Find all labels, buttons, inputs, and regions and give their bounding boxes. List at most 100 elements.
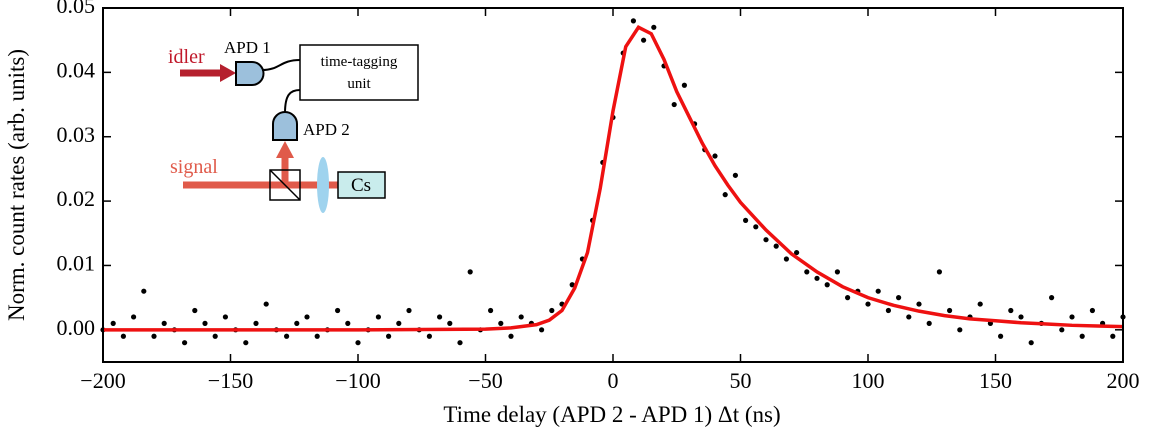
y-tick-label: 0.02 xyxy=(57,186,96,211)
data-point xyxy=(447,320,453,326)
data-point xyxy=(222,314,228,320)
y-tick-label: 0.03 xyxy=(57,122,96,147)
data-point xyxy=(732,172,739,178)
data-point xyxy=(936,269,943,275)
time-tagging-box xyxy=(299,44,419,101)
cesium-cell xyxy=(337,171,386,199)
data-point xyxy=(120,333,126,339)
wire xyxy=(261,59,301,71)
x-tick-label: 200 xyxy=(1107,368,1140,393)
data-point xyxy=(1008,307,1014,314)
apd2-label: APD 2 xyxy=(303,120,350,139)
beam-splitter-diagonal xyxy=(269,169,301,201)
data-point xyxy=(161,320,167,326)
data-point xyxy=(314,333,320,339)
data-point xyxy=(498,320,504,326)
data-point xyxy=(345,320,351,326)
data-point xyxy=(1059,327,1065,333)
data-point xyxy=(508,333,514,339)
data-point xyxy=(386,333,392,339)
x-tick-label: 150 xyxy=(979,368,1012,393)
data-point xyxy=(885,307,892,314)
data-point xyxy=(182,340,188,346)
data-point xyxy=(294,320,300,326)
x-tick-label: 100 xyxy=(852,368,885,393)
data-point xyxy=(824,282,830,288)
data-point xyxy=(192,307,198,314)
data-point xyxy=(753,224,759,230)
data-point xyxy=(865,301,871,307)
data-point xyxy=(947,307,953,314)
apd1-detector xyxy=(235,61,265,86)
x-tick-label: −200 xyxy=(80,368,125,393)
data-point xyxy=(763,237,769,243)
plot-area: −200 −150 −100 −50 0 50 100 150 200 0.00 0.01 0.02 0… xyxy=(57,0,1140,393)
data-point xyxy=(212,333,218,339)
data-point xyxy=(630,18,637,24)
data-point xyxy=(131,314,137,320)
data-point xyxy=(437,314,443,320)
data-point xyxy=(549,307,555,314)
data-point xyxy=(457,340,463,346)
apd1-label: APD 1 xyxy=(224,38,271,57)
data-point xyxy=(518,314,524,320)
unit-label: time-tagging xyxy=(321,54,398,70)
data-point xyxy=(681,82,688,88)
inset-diagram: idler APD 1 time-tagging unit APD 2 sign… xyxy=(168,38,419,213)
unit-label: unit xyxy=(347,76,371,92)
data-point xyxy=(1028,340,1034,346)
data-point xyxy=(916,301,922,307)
data-point xyxy=(743,217,749,223)
data-point xyxy=(253,320,259,326)
data-point xyxy=(834,269,841,275)
x-tick-label: −100 xyxy=(335,368,380,393)
signal-label: signal xyxy=(170,156,218,178)
data-point xyxy=(1049,295,1055,301)
data-point xyxy=(539,327,545,333)
idler-arrowhead xyxy=(220,64,236,82)
y-tick-label: 0.01 xyxy=(57,251,96,276)
data-point xyxy=(977,301,983,307)
data-point xyxy=(263,301,269,307)
data-point xyxy=(957,327,963,333)
x-axis-label: Time delay (APD 2 - APD 1) Δt (ns) xyxy=(443,402,780,427)
plot-frame xyxy=(102,7,1124,363)
data-point xyxy=(467,269,473,275)
y-tick-label: 0.00 xyxy=(57,315,96,340)
data-point xyxy=(375,314,381,320)
data-point xyxy=(406,307,412,314)
data-point xyxy=(141,288,147,294)
data-point xyxy=(896,295,902,301)
data-point xyxy=(396,320,402,326)
data-point xyxy=(783,256,790,262)
data-point xyxy=(1110,333,1116,339)
x-tick-label: −50 xyxy=(468,368,502,393)
data-point xyxy=(641,37,647,43)
apd2-detector xyxy=(272,111,298,141)
data-point xyxy=(875,288,881,294)
cesium-label: Cs xyxy=(351,175,371,196)
lens xyxy=(317,157,329,213)
data-point xyxy=(151,333,157,339)
data-point xyxy=(926,320,932,326)
wire xyxy=(284,89,301,114)
data-point xyxy=(998,333,1004,339)
data-point xyxy=(722,192,728,198)
data-point xyxy=(845,295,851,301)
signal-arrowhead xyxy=(276,141,294,158)
data-point xyxy=(794,249,800,256)
data-point xyxy=(488,307,494,314)
y-tick-label: 0.05 xyxy=(57,0,96,18)
data-point xyxy=(1069,314,1075,320)
data-point xyxy=(569,282,575,288)
data-point xyxy=(1018,314,1024,320)
beam-splitter xyxy=(269,169,301,201)
data-point xyxy=(1089,307,1095,314)
fit-line xyxy=(103,25,1124,332)
data-point xyxy=(355,340,361,346)
data-point xyxy=(335,307,341,314)
data-point xyxy=(712,153,718,159)
data-point xyxy=(304,314,310,320)
data-point xyxy=(671,101,677,108)
